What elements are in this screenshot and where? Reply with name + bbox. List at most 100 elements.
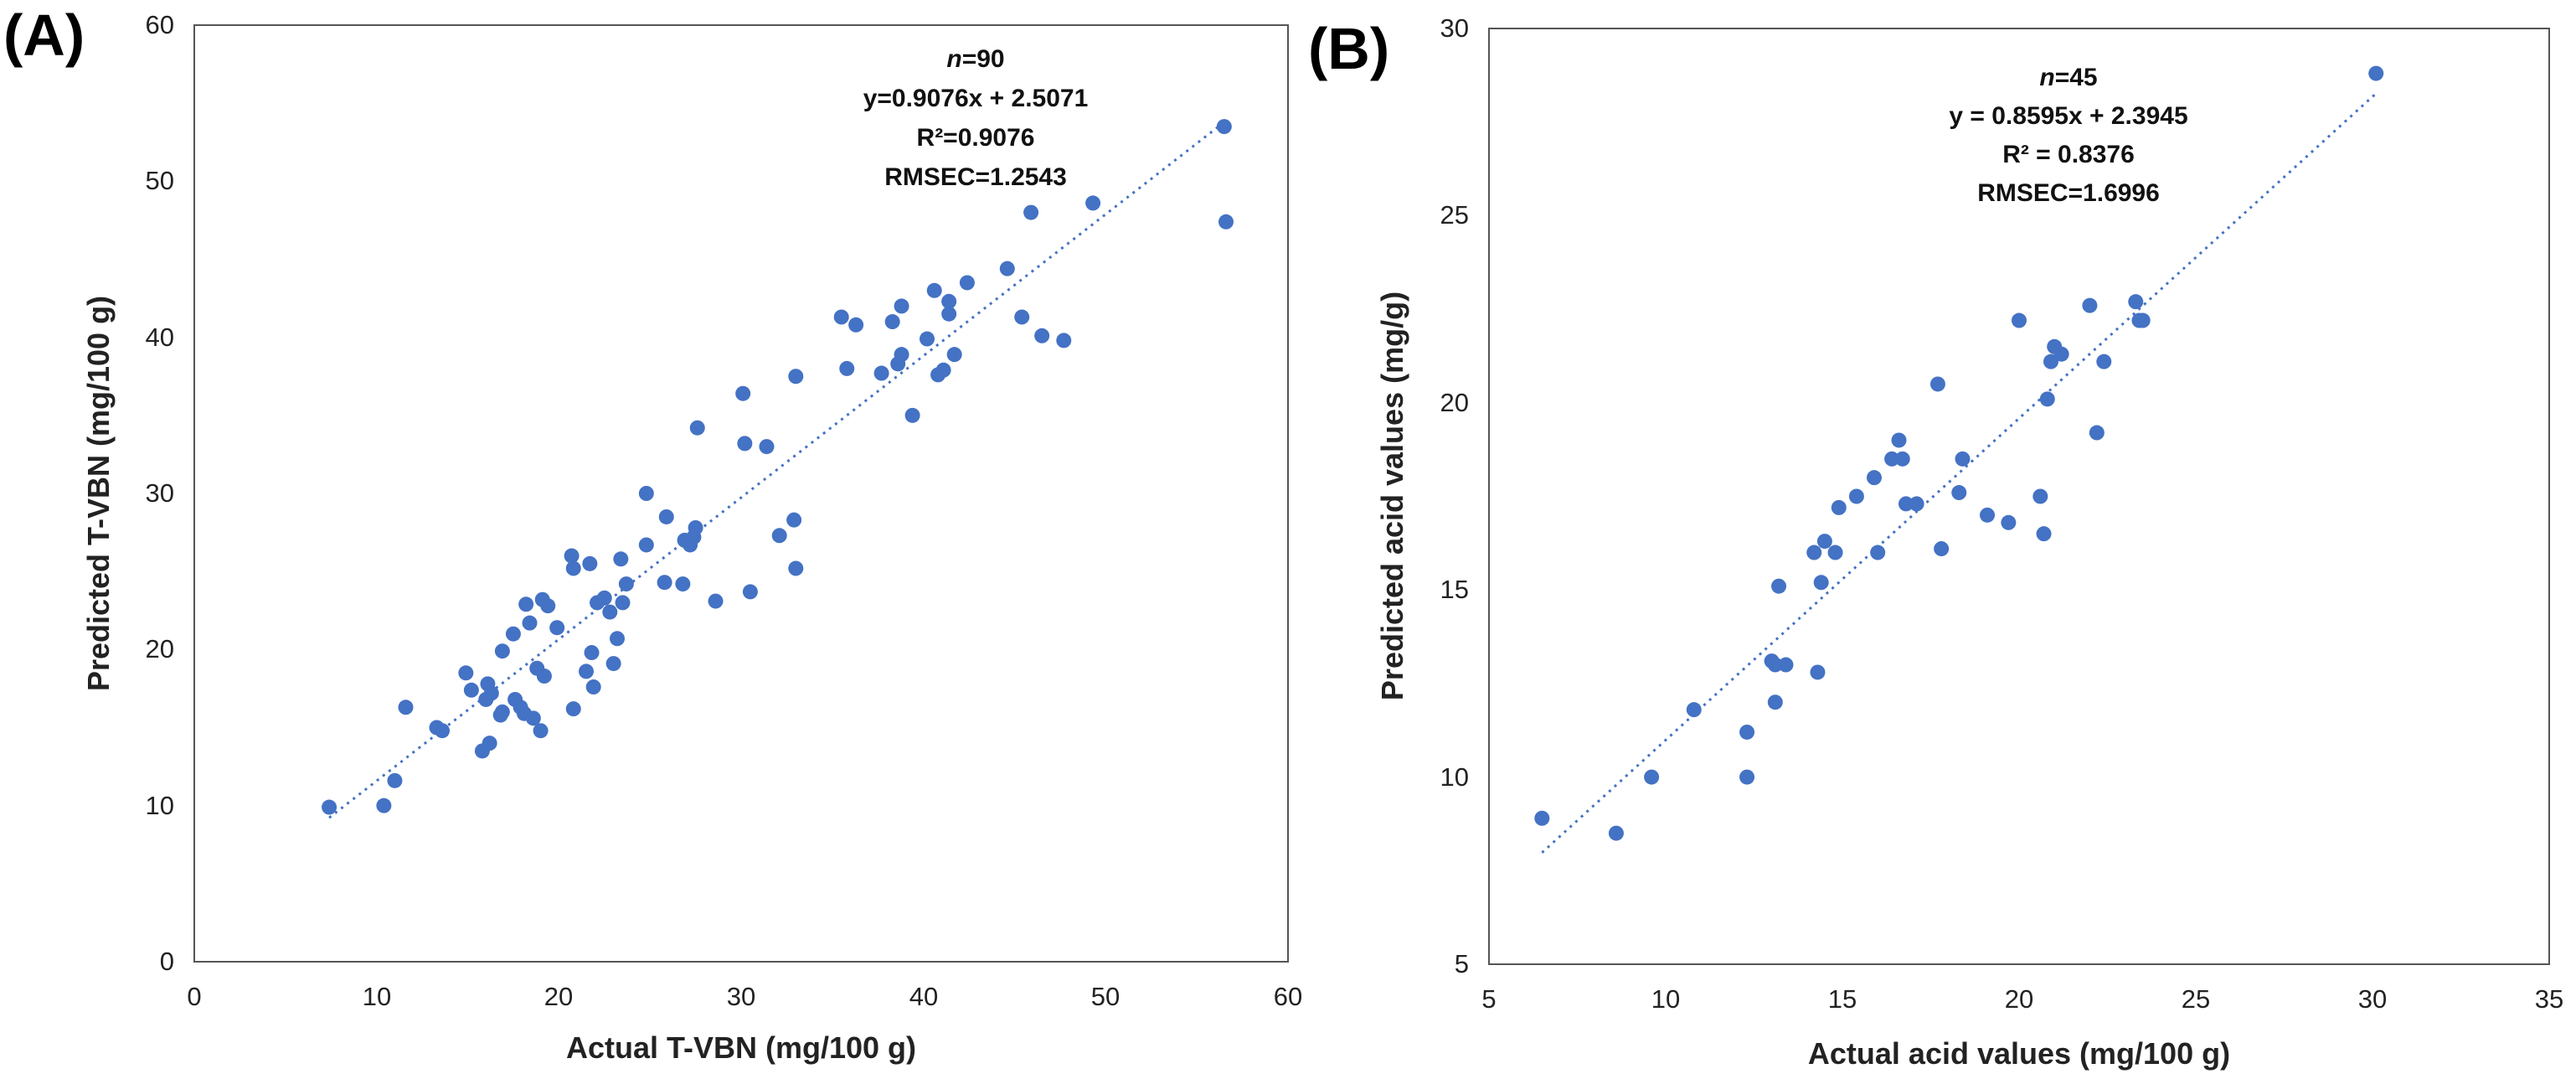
data-point <box>564 548 580 564</box>
y-tick-label: 10 <box>146 791 174 820</box>
panel-label-b: (B) <box>1308 16 1389 81</box>
y-tick-label: 20 <box>146 634 174 663</box>
y-tick-label: 40 <box>146 323 174 352</box>
data-point <box>2032 488 2048 504</box>
data-point <box>2053 346 2069 362</box>
x-tick-label: 60 <box>1274 982 1302 1011</box>
panel-label-a: (A) <box>3 3 85 68</box>
data-point <box>1951 485 1967 501</box>
data-point <box>1806 545 1822 560</box>
data-point <box>1608 825 1624 841</box>
data-point <box>759 439 775 455</box>
data-point <box>1771 578 1787 594</box>
data-point <box>1894 451 1910 467</box>
data-point <box>1955 451 1971 467</box>
x-tick-label: 15 <box>1828 984 1857 1014</box>
data-point <box>322 799 337 815</box>
y-tick-label: 50 <box>146 166 174 195</box>
data-point <box>2012 312 2027 328</box>
y-axis-title-a: Predicted T-VBN (mg/100 g) <box>81 296 116 691</box>
y-tick-label: 10 <box>1440 762 1469 792</box>
y-tick-label: 30 <box>146 478 174 508</box>
data-point <box>941 306 957 322</box>
data-point <box>926 282 942 298</box>
data-point <box>483 685 499 701</box>
data-point <box>788 369 804 385</box>
data-point <box>941 293 957 309</box>
data-points-a <box>322 119 1234 815</box>
x-tick-label: 30 <box>727 982 755 1011</box>
data-point <box>376 798 392 813</box>
data-point <box>518 596 534 612</box>
data-point <box>737 436 753 452</box>
data-point <box>463 682 479 698</box>
data-point <box>689 420 705 436</box>
data-point <box>596 590 612 606</box>
data-point <box>1827 545 1843 560</box>
data-point <box>788 560 804 576</box>
data-point <box>1810 664 1826 680</box>
regression-equation-a: y=0.9076x + 2.5071 <box>863 85 1089 112</box>
data-point <box>1218 214 1234 230</box>
data-point <box>1980 507 1996 523</box>
x-tick-label: 20 <box>2005 984 2033 1014</box>
data-point <box>2368 65 2384 81</box>
data-point <box>2082 297 2098 313</box>
data-point <box>533 723 549 739</box>
panel-b-chart: (B) 5 10 15 20 25 30 5 10 15 20 25 30 35… <box>1308 13 2563 1071</box>
data-point <box>549 620 565 636</box>
annotation-b: n=45 y = 0.8595x + 2.3945 R² = 0.8376 RM… <box>1949 64 2187 207</box>
y-tick-label: 30 <box>1440 13 1469 43</box>
data-point <box>525 710 541 726</box>
y-tick-label: 15 <box>1440 575 1469 604</box>
data-point <box>618 576 634 592</box>
data-point <box>999 261 1015 276</box>
data-point <box>1891 432 1907 448</box>
data-point <box>2128 294 2144 310</box>
data-point <box>565 701 581 717</box>
data-point <box>605 656 621 672</box>
x-tick-labels-b: 5 10 15 20 25 30 35 <box>1481 984 2563 1014</box>
data-point <box>935 362 951 378</box>
data-point <box>2043 354 2058 369</box>
data-point <box>494 704 510 720</box>
data-point <box>1778 657 1794 673</box>
data-point <box>565 560 581 576</box>
y-tick-labels-a: 0 10 20 30 40 50 60 <box>146 10 174 976</box>
data-point <box>839 360 855 376</box>
data-point <box>482 736 497 751</box>
data-point <box>1767 694 1783 710</box>
data-point <box>1934 541 1950 557</box>
data-point <box>458 665 474 681</box>
data-point <box>904 407 920 423</box>
data-point <box>1816 534 1832 550</box>
data-point <box>582 555 598 571</box>
y-axis-title-b: Predicted acid values (mg/g) <box>1375 292 1409 700</box>
data-point <box>1644 769 1660 785</box>
sample-count-a: n=90 <box>946 45 1004 73</box>
data-point <box>742 584 758 600</box>
x-tick-label: 25 <box>2182 984 2210 1014</box>
x-tick-label: 30 <box>2358 984 2387 1014</box>
data-point <box>959 275 975 291</box>
data-point <box>1534 810 1550 826</box>
data-point <box>2096 354 2112 369</box>
data-point <box>1866 470 1882 486</box>
x-tick-label: 0 <box>187 982 201 1011</box>
plot-frame-b <box>1488 28 2550 965</box>
y-tick-label: 25 <box>1440 200 1469 230</box>
data-point <box>833 309 849 325</box>
y-tick-labels-b: 5 10 15 20 25 30 <box>1440 13 1469 978</box>
x-tick-label: 10 <box>1651 984 1680 1014</box>
data-point <box>602 604 618 620</box>
data-point <box>1739 769 1755 785</box>
data-point <box>1023 204 1039 220</box>
trendline-b <box>1541 92 2378 854</box>
rmsec-a: RMSEC=1.2543 <box>884 163 1067 191</box>
data-point <box>1831 499 1847 515</box>
r-squared-a: R²=0.9076 <box>917 124 1035 152</box>
x-tick-label: 40 <box>909 982 938 1011</box>
data-point <box>1848 488 1864 504</box>
data-point <box>1898 496 1914 512</box>
